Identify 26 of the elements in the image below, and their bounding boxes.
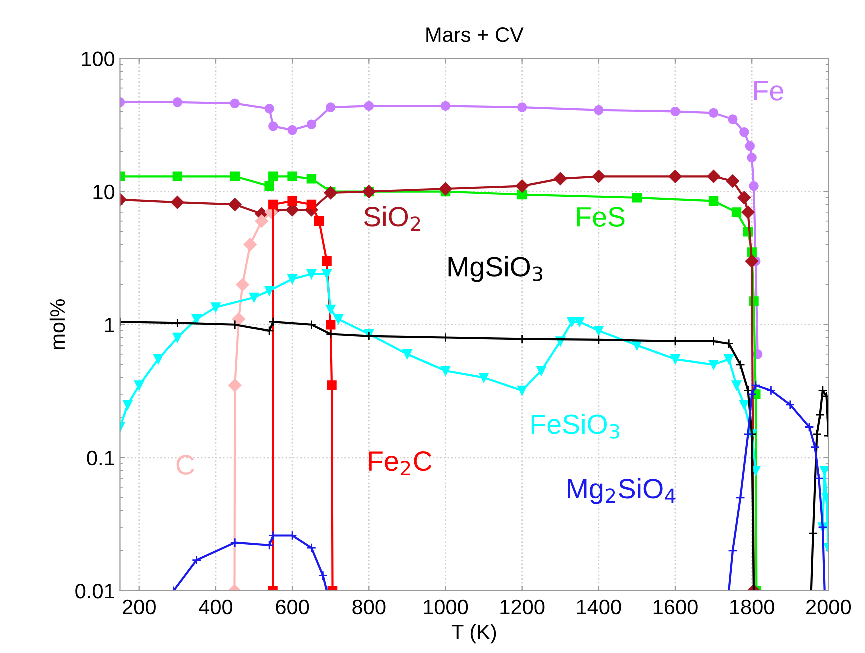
x-tick-label: 200: [123, 600, 156, 615]
y-tick-label: 10: [94, 184, 115, 200]
chart-title: Mars + CV: [426, 28, 524, 42]
series-label: FeSiO$_{3}$: [532, 414, 620, 439]
y-tick-label: 1: [105, 318, 114, 332]
x-tick-label: 1800: [730, 600, 774, 615]
series-label: SiO$_{2}$: [364, 206, 420, 232]
y-axis-title: mol%: [50, 300, 66, 350]
y-tick-label: 0.1: [87, 450, 114, 466]
x-tick-label: 1400: [577, 600, 622, 615]
series-label: FeS: [577, 207, 625, 227]
x-tick-label: 400: [199, 600, 233, 615]
series-label: C: [176, 455, 194, 475]
x-tick-label: 1600: [654, 600, 698, 615]
x-tick-label: 1000: [424, 600, 468, 615]
series-label: MgSiO$_{3}$: [448, 256, 543, 282]
y-tick-label: 100: [82, 52, 115, 67]
y-tick-label: 0.01: [76, 584, 114, 599]
x-tick-label: 800: [352, 600, 386, 615]
x-tick-label: 600: [276, 600, 310, 615]
x-tick-label: 1200: [500, 600, 545, 615]
text: Mg$_{2}$SiO$_{4}$: [568, 478, 676, 504]
x-tick-label: 2000: [806, 600, 852, 615]
series-label: Fe: [754, 81, 784, 101]
x-axis-title: T (K): [452, 624, 496, 644]
series-label: Fe$_{2}$C: [369, 452, 432, 476]
